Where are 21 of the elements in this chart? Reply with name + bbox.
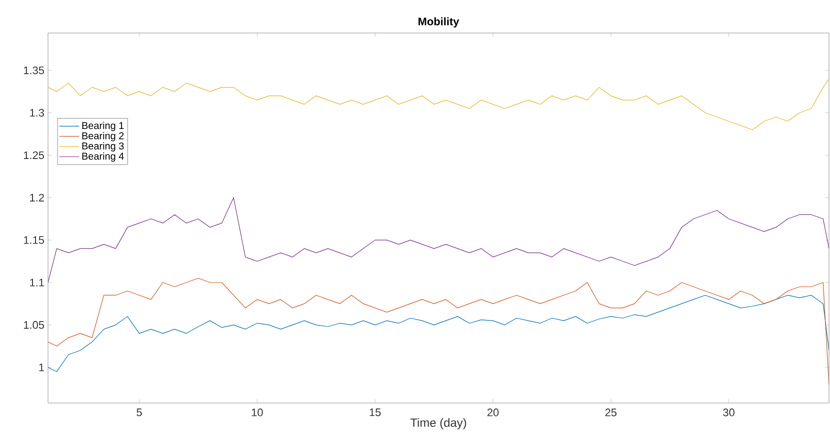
x-tick-label: 15 xyxy=(370,408,381,416)
y-tick-label: 1.25 xyxy=(24,151,44,160)
y-tick-label: 1.05 xyxy=(24,321,44,329)
legend-label: Bearing 1 xyxy=(82,122,124,132)
x-tick-label: 5 xyxy=(136,408,142,416)
line-series xyxy=(48,294,830,372)
y-tick-label: 1.35 xyxy=(24,66,44,74)
chart-title: Mobility xyxy=(418,17,460,28)
x-axis-title: Time (day) xyxy=(410,418,466,430)
legend-label: Bearing 2 xyxy=(82,132,124,142)
legend-label: Bearing 3 xyxy=(82,142,124,152)
y-tick-label: 1.2 xyxy=(30,194,44,202)
x-tick-label: 25 xyxy=(605,408,617,416)
legend-label: Bearing 4 xyxy=(82,152,124,162)
x-tick-label: 20 xyxy=(487,408,499,416)
y-tick-label: 1.3 xyxy=(30,108,44,117)
y-tick-label: 1 xyxy=(39,364,44,372)
y-tick-label: 1.15 xyxy=(24,236,44,244)
x-tick-label: 30 xyxy=(723,408,734,416)
y-tick-label: 1.1 xyxy=(30,278,44,286)
x-tick-label: 10 xyxy=(252,408,263,416)
